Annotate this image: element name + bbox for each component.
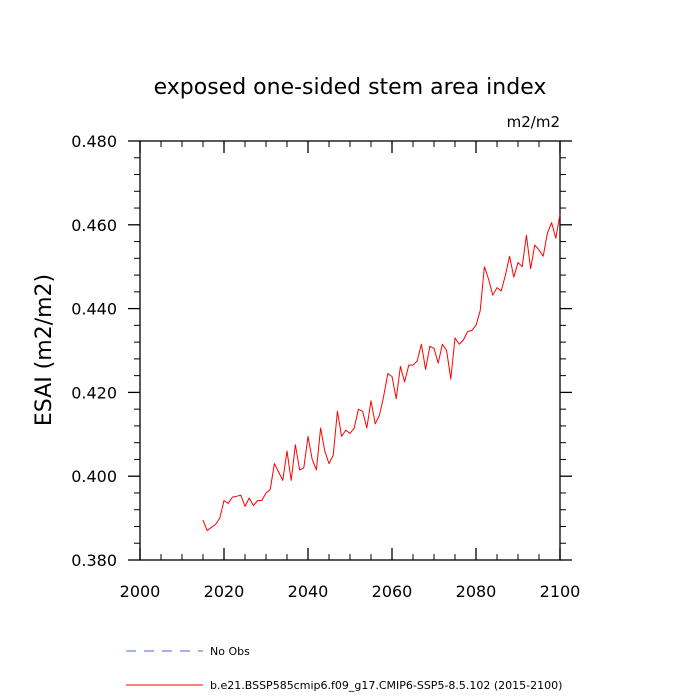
y-tick-label: 0.400	[71, 467, 117, 486]
legend: No Obs b.e21.BSSP585cmip6.f09_g17.CMIP6-…	[126, 645, 562, 692]
y-tick-label: 0.380	[71, 551, 117, 570]
y-tick-label: 0.420	[71, 383, 117, 402]
series-lines	[202, 214, 561, 532]
x-tick-label: 2060	[372, 582, 413, 601]
units-label: m2/m2	[507, 113, 560, 131]
x-tick-labels: 2000 2020 2040 2060 2080 2100	[120, 582, 581, 601]
x-tick-label: 2000	[120, 582, 161, 601]
y-tick-label: 0.480	[71, 132, 117, 151]
axis-ticks	[128, 140, 572, 561]
series-line-model	[202, 214, 561, 532]
x-tick-label: 2100	[540, 582, 581, 601]
x-tick-label: 2080	[456, 582, 497, 601]
y-tick-label: 0.460	[71, 216, 117, 235]
legend-label-no-obs: No Obs	[210, 645, 250, 658]
x-tick-label: 2020	[204, 582, 245, 601]
plot-frame	[139, 140, 561, 561]
y-tick-label: 0.440	[71, 300, 117, 319]
y-tick-labels: 0.380 0.400 0.420 0.440 0.460 0.480	[71, 132, 117, 570]
x-tick-label: 2040	[288, 582, 329, 601]
y-axis-label: ESAI (m2/m2)	[32, 274, 57, 426]
legend-label-model: b.e21.BSSP585cmip6.f09_g17.CMIP6-SSP5-8.…	[210, 679, 562, 692]
chart-title: exposed one-sided stem area index	[154, 75, 547, 100]
